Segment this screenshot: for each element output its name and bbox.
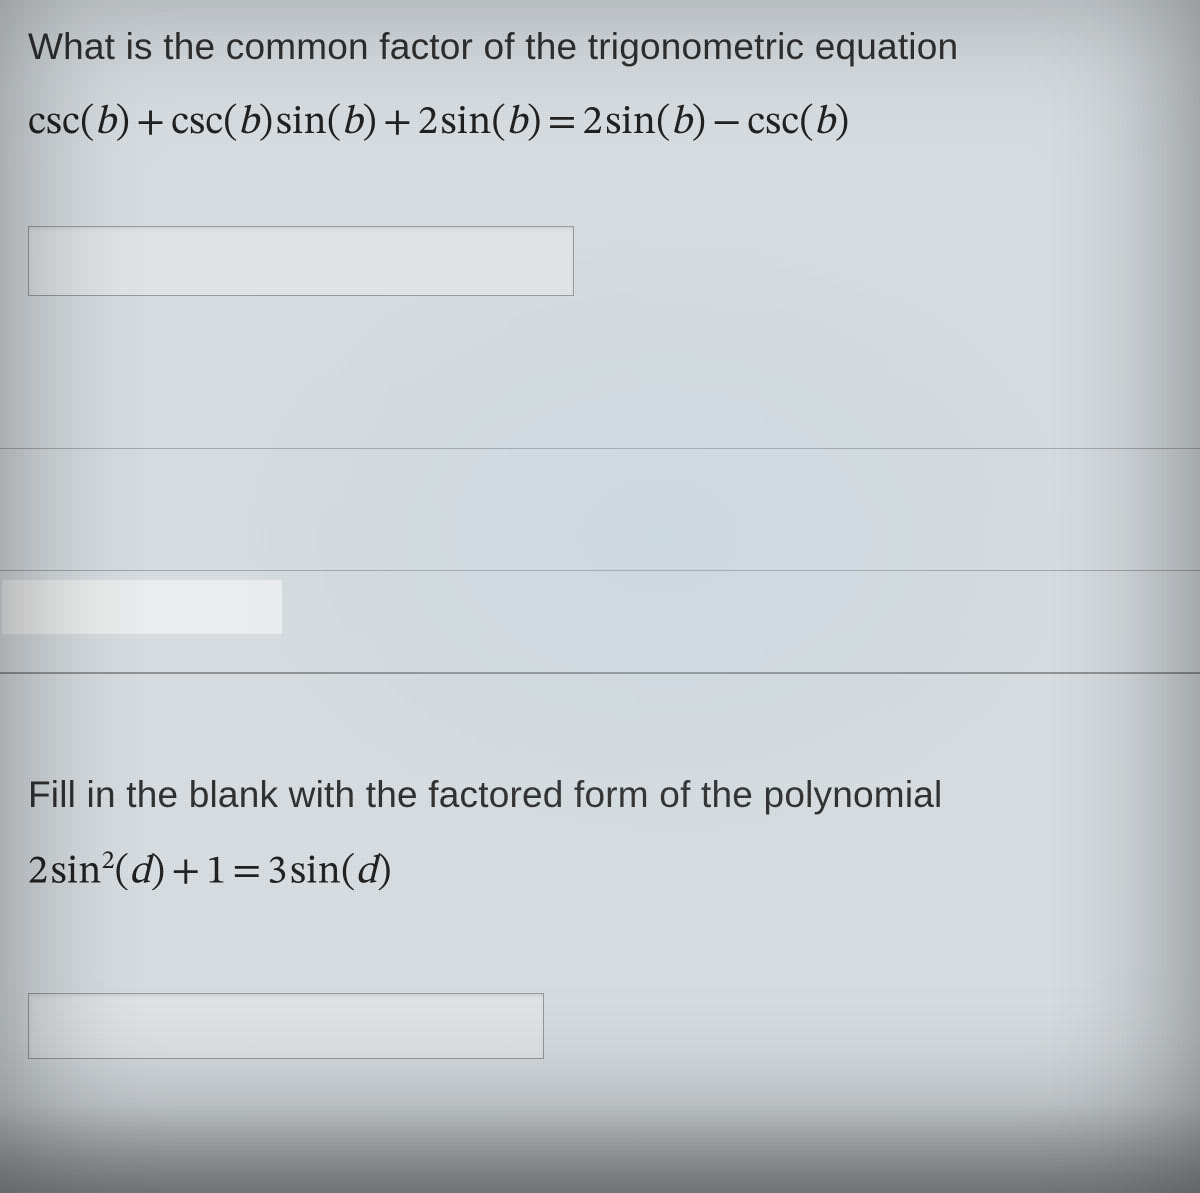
divider-1	[0, 448, 1200, 449]
question-2-answer-input[interactable]	[28, 993, 544, 1059]
question-2-section: Fill in the blank with the factored form…	[0, 752, 1200, 1099]
redacted-label	[2, 580, 282, 634]
question-1-prompt: What is the common factor of the trigono…	[28, 22, 1172, 72]
divider-2	[0, 570, 1200, 571]
divider-3	[0, 672, 1200, 674]
question-2-equation: 2 sin2(d)+1=3 sin(d)	[28, 846, 1172, 897]
question-2-prompt: Fill in the blank with the factored form…	[28, 770, 1172, 820]
question-1-section: What is the common factor of the trigono…	[0, 0, 1200, 336]
bottom-shadow	[0, 1103, 1200, 1193]
question-1-answer-input[interactable]	[28, 226, 574, 296]
question-1-equation: csc(b)+csc(b) sin(b)+2 sin(b)=2 sin(b)−c…	[28, 98, 1172, 148]
